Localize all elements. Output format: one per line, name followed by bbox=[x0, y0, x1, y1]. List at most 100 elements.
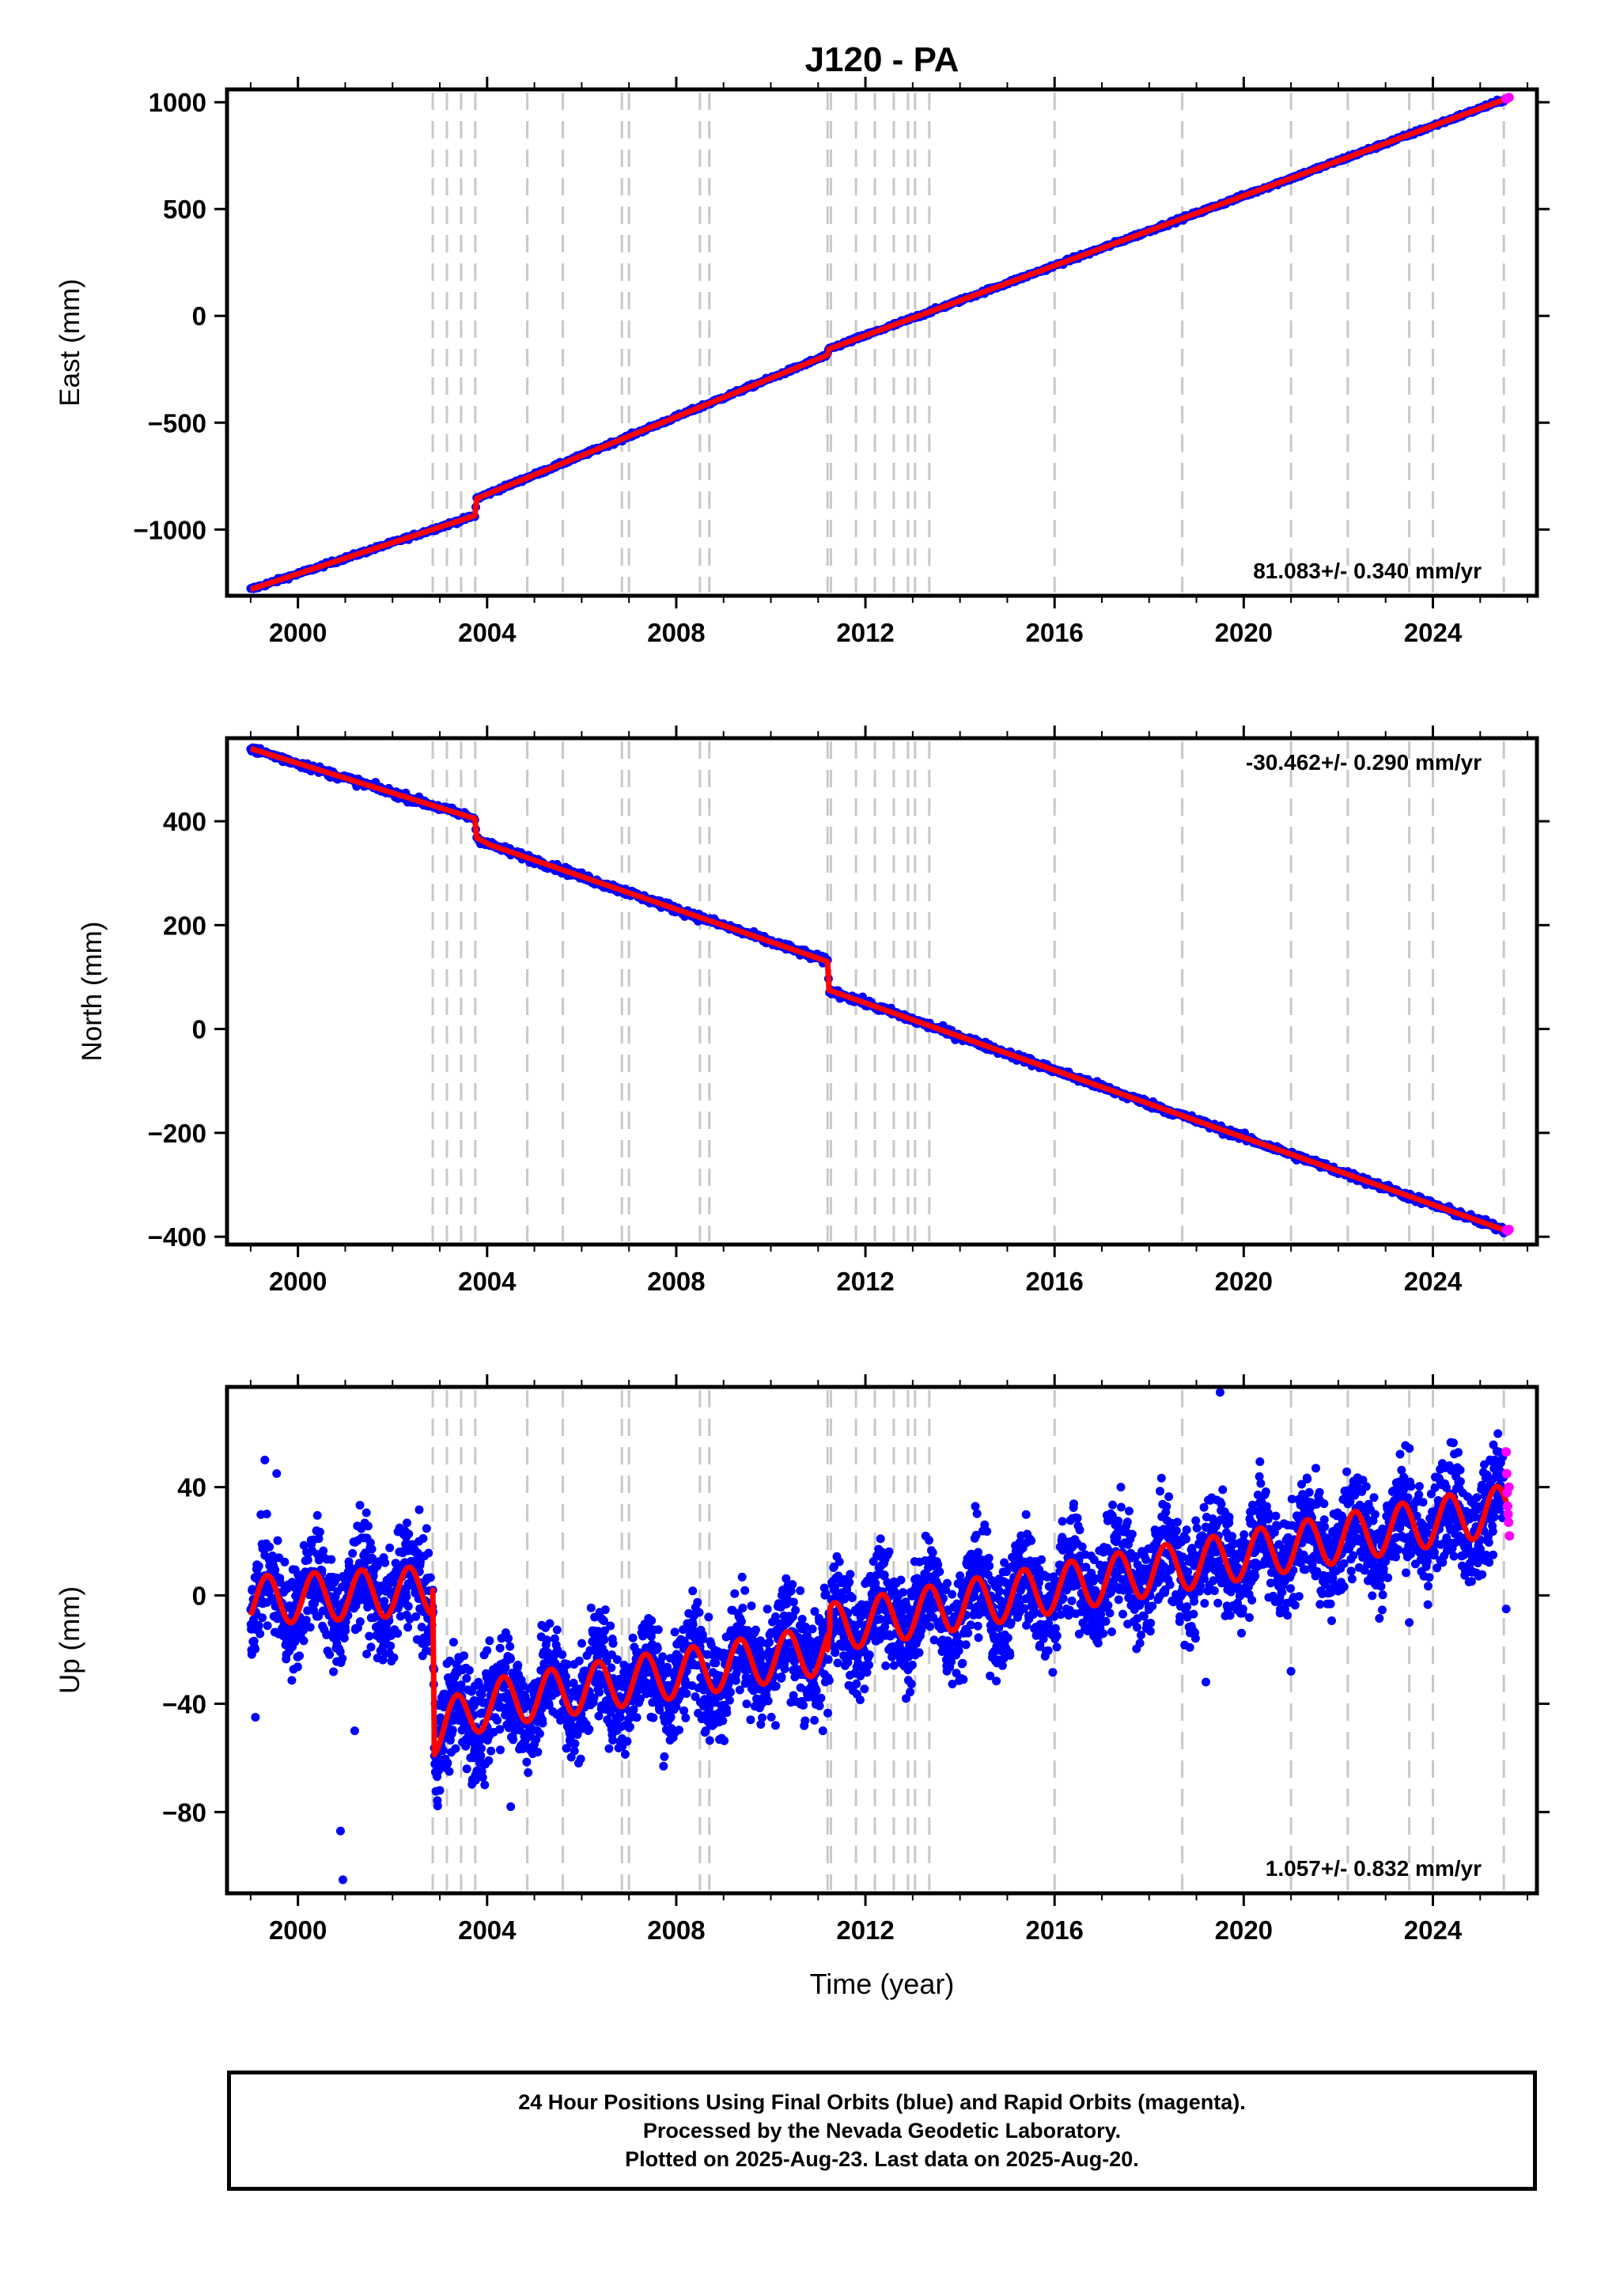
east-panel: 2000 2004 2008 2012 2016 2020 202410005000−500… bbox=[55, 77, 1550, 647]
data-point bbox=[736, 1617, 746, 1626]
data-point bbox=[655, 1705, 664, 1714]
x-tick-label: 2008 bbox=[647, 1267, 705, 1296]
data-point bbox=[445, 1656, 455, 1665]
data-point bbox=[647, 1616, 657, 1625]
data-point bbox=[362, 1650, 372, 1659]
data-point bbox=[418, 1534, 428, 1543]
data-point bbox=[331, 1573, 341, 1582]
data-point bbox=[506, 1654, 515, 1664]
data-point bbox=[626, 1722, 634, 1732]
data-point bbox=[448, 1726, 457, 1735]
data-point bbox=[766, 1712, 776, 1722]
data-point bbox=[403, 1601, 413, 1611]
data-point bbox=[295, 1651, 305, 1661]
data-point bbox=[576, 1754, 585, 1764]
data-point bbox=[403, 1518, 411, 1528]
data-point bbox=[299, 1636, 308, 1646]
data-point bbox=[742, 1699, 751, 1709]
data-point bbox=[327, 1555, 336, 1564]
data-point bbox=[765, 1638, 774, 1647]
data-point bbox=[608, 1639, 618, 1648]
up-panel: 2000 2004 2008 2012 2016 2020 2024400−40−80Up … bbox=[55, 1374, 1550, 1945]
data-point bbox=[607, 1663, 616, 1673]
data-point bbox=[682, 1689, 691, 1698]
data-point bbox=[604, 1744, 614, 1753]
rate-label: -30.462+/- 0.290 mm/yr bbox=[1246, 750, 1482, 775]
data-point bbox=[443, 1758, 452, 1767]
data-point bbox=[385, 1543, 395, 1552]
data-point bbox=[273, 1536, 282, 1545]
data-point bbox=[263, 1621, 272, 1631]
data-point bbox=[290, 1637, 300, 1646]
data-point bbox=[808, 1624, 817, 1634]
data-point bbox=[747, 1601, 756, 1611]
data-point bbox=[570, 1746, 579, 1756]
data-point bbox=[658, 1652, 668, 1661]
data-point bbox=[483, 1646, 492, 1655]
data-point bbox=[544, 1700, 554, 1710]
data-point bbox=[771, 1681, 781, 1691]
data-point bbox=[287, 1676, 297, 1685]
data-point bbox=[545, 1619, 554, 1628]
data-point bbox=[265, 1542, 274, 1552]
data-point bbox=[800, 1716, 810, 1726]
data-point bbox=[367, 1553, 377, 1563]
data-point bbox=[791, 1605, 800, 1615]
data-point bbox=[659, 1761, 668, 1771]
x-tick-label: 2016 bbox=[1025, 1267, 1083, 1296]
y-tick-label: 400 bbox=[163, 807, 206, 836]
data-point bbox=[552, 1688, 562, 1697]
data-point bbox=[563, 1660, 573, 1669]
data-point bbox=[449, 1638, 458, 1647]
data-point bbox=[569, 1678, 578, 1688]
data-point bbox=[561, 1672, 570, 1681]
data-point bbox=[585, 1725, 594, 1734]
data-point bbox=[600, 1626, 609, 1635]
data-point bbox=[726, 1688, 735, 1697]
plot-frame bbox=[225, 87, 1539, 598]
data-point bbox=[255, 1629, 265, 1639]
model-fit-line bbox=[249, 745, 1510, 1234]
data-point bbox=[380, 1558, 390, 1567]
data-point bbox=[730, 1589, 740, 1598]
y-tick-label: −500 bbox=[148, 408, 206, 438]
data-point bbox=[505, 1642, 515, 1651]
data-point bbox=[403, 1623, 413, 1632]
data-point bbox=[445, 1736, 455, 1745]
data-point bbox=[535, 1729, 544, 1738]
data-point bbox=[476, 1751, 486, 1760]
data-point bbox=[816, 1693, 826, 1703]
data-point bbox=[339, 1634, 349, 1642]
data-point bbox=[303, 1606, 312, 1616]
data-point bbox=[763, 1696, 773, 1706]
data-point bbox=[670, 1627, 679, 1637]
data-point bbox=[711, 1658, 721, 1668]
data-point bbox=[763, 1605, 772, 1614]
data-point bbox=[504, 1634, 513, 1643]
data-point bbox=[301, 1616, 311, 1625]
data-point bbox=[524, 1768, 533, 1777]
data-point bbox=[799, 1700, 808, 1710]
data-point bbox=[414, 1505, 424, 1514]
data-point bbox=[509, 1735, 518, 1745]
rate-label: 81.083+/- 0.340 mm/yr bbox=[1253, 559, 1482, 583]
data-point bbox=[451, 1744, 460, 1753]
x-tick-label: 2008 bbox=[647, 618, 705, 647]
data-point bbox=[365, 1631, 374, 1641]
data-point bbox=[740, 1586, 750, 1595]
data-point bbox=[464, 1665, 474, 1675]
data-point bbox=[413, 1548, 422, 1558]
x-tick-label: 2000 bbox=[269, 1267, 327, 1296]
data-point bbox=[293, 1662, 302, 1672]
data-point bbox=[299, 1540, 308, 1550]
data-point bbox=[570, 1739, 580, 1749]
data-point bbox=[628, 1633, 638, 1642]
x-tick-label: 2016 bbox=[1025, 618, 1083, 647]
data-point bbox=[629, 1705, 638, 1714]
data-point bbox=[797, 1615, 807, 1623]
data-point bbox=[666, 1712, 676, 1722]
data-point bbox=[258, 1613, 267, 1623]
data-point bbox=[562, 1680, 572, 1689]
x-tick-label: 2012 bbox=[836, 618, 894, 647]
data-point bbox=[593, 1627, 603, 1636]
